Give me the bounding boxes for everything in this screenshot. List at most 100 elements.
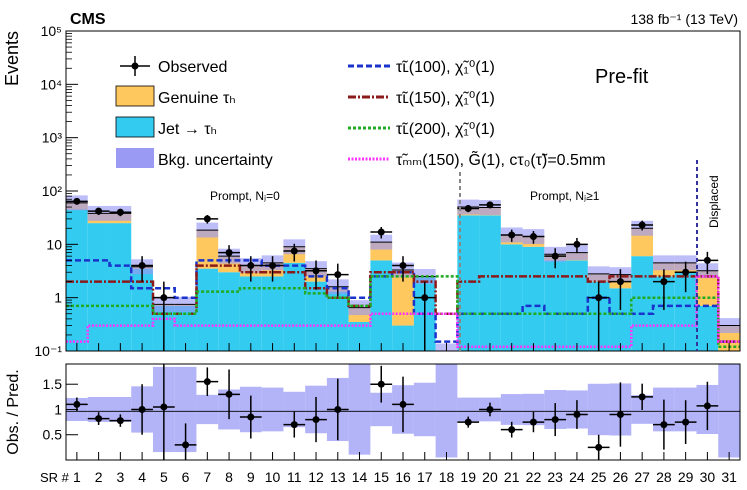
ratio-point-sr13 [334,405,342,413]
ratio-band-sr7 [196,394,219,425]
legend: Observed Genuine τₕ Jet → τₕ Bkg. uncert… [115,56,606,169]
bar-jet-sr14 [348,321,371,351]
x-tick-label: 3 [116,469,124,485]
obs-point-sr26 [616,278,624,286]
ratio-band-sr25 [587,383,610,436]
ratio-band-sr3 [109,396,132,422]
bar-jet-sr11 [283,262,306,351]
legend-genuine-swatch [115,85,155,107]
bar-jet-sr3 [109,223,132,351]
bar-jet-sr12 [305,281,327,351]
bar-genuine-sr16 [392,270,414,326]
x-tick-label: 29 [678,469,694,485]
obs-point-sr5 [160,294,168,302]
ratio-point-sr29 [682,418,690,426]
top-tick-label: 10⁵ [41,23,62,39]
obs-point-sr13 [334,271,342,279]
bar-jet-sr15 [370,260,393,351]
legend-uncertainty-label: Bkg. uncertainty [158,152,273,169]
bar-jet-sr26 [609,288,632,351]
x-tick-label: 16 [395,469,411,485]
x-tick-label: 1 [73,469,81,485]
x-tick-label: 19 [460,469,476,485]
obs-point-sr19 [464,204,472,212]
ratio-band-sr31 [718,364,740,458]
ratio-band-sr14 [348,364,371,455]
ratio-point-sr28 [660,421,668,429]
x-tick-label: 22 [526,469,542,485]
legend-observed-dot [131,62,139,70]
signal-sig200 [66,275,740,349]
bar-jet-sr22 [522,246,545,351]
ratio-point-sr7 [203,378,211,386]
x-tick-label: 27 [634,469,650,485]
ratio-band-sr11 [283,391,306,428]
x-tick-label: 26 [613,469,629,485]
bar-jet-sr16 [392,325,414,351]
ratio-point-sr27 [638,393,646,401]
top-tick-label: 10³ [42,130,63,146]
bar-jet-sr30 [696,305,719,351]
ratio-band-sr19 [457,397,480,422]
ratio-point-sr11 [290,421,298,429]
bar-jet-sr6 [174,305,197,351]
legend-sig200-label: τ̃ʟ(200), χ̃₁⁰(1) [396,121,495,138]
region-label-prompt0: Prompt, Nⱼ=0 [210,189,280,203]
bar-jet-sr28 [653,276,675,351]
ratio-point-sr19 [464,418,472,426]
obs-point-sr11 [290,247,298,255]
x-tick-label: 11 [287,469,302,485]
bar-jet-sr20 [479,215,501,351]
obs-point-sr25 [595,294,603,302]
obs-point-sr10 [269,262,277,270]
obs-point-sr3 [116,208,124,216]
top-y-axis: 10⁻¹ 1 10 10² 10³ 10⁴ 10⁵ [34,23,78,359]
x-tick-label: 18 [439,469,455,485]
bar-jet-sr8 [218,272,240,351]
bottom-tick-label: 0.5 [43,427,63,443]
obs-point-sr24 [573,240,581,248]
x-tick-label: 20 [482,469,498,485]
x-tick-label: 5 [160,469,168,485]
x-tick-label: 12 [308,469,324,485]
x-tick-label: 15 [373,469,389,485]
bottom-tick-label: 1 [54,401,62,417]
legend-jet-label: Jet → τₕ [158,121,217,138]
region-label-displaced: Displaced [707,175,721,228]
obs-point-sr12 [312,267,320,275]
ratio-point-sr25 [595,443,603,451]
obs-point-sr2 [95,207,103,215]
x-tick-label: 17 [417,469,433,485]
bar-jet-sr10 [261,276,284,351]
x-tick-label: 7 [203,469,211,485]
legend-sig150-label: τ̃ʟ(150), χ̃₁⁰(1) [396,90,495,107]
obs-point-sr29 [682,268,690,276]
x-tick-label: 25 [591,469,607,485]
top-tick-label: 1 [54,290,62,306]
bar-jet-sr19 [457,215,480,351]
ratio-point-sr5 [160,403,168,411]
ratio-uncertainty [66,364,740,458]
bar-jet-sr1 [66,209,88,351]
x-tick-label: 31 [721,469,737,485]
ratio-point-sr1 [73,400,81,408]
ratio-point-sr9 [247,413,255,421]
x-axis: 1 2 3 4 5 6 7 8 9 10 11 12 13 14 15 16 17 18 19 20 21 22 23 24 2… [73,343,737,485]
ratio-point-sr22 [529,418,537,426]
bar-jet-sr2 [87,223,110,351]
bar-jet-sr21 [500,244,523,351]
ratio-point-sr30 [703,402,711,410]
ratio-point-sr4 [138,405,146,413]
obs-point-sr21 [508,231,516,239]
x-tick-label: 2 [95,469,103,485]
y-axis-title-bottom: Obs. / Pred. [5,369,22,454]
bottom-y-axis: 0.5 1 1.5 [43,376,78,443]
obs-point-sr1 [73,197,81,205]
experiment-title: CMS [70,11,106,28]
x-tick-label: 30 [700,469,716,485]
region-label-prompt1: Prompt, Nⱼ≥1 [530,189,600,203]
luminosity-label: 138 fb⁻¹ (13 TeV) [630,11,738,27]
ratio-point-sr8 [225,390,233,398]
obs-point-sr27 [638,221,646,229]
ratio-point-sr16 [399,400,407,408]
